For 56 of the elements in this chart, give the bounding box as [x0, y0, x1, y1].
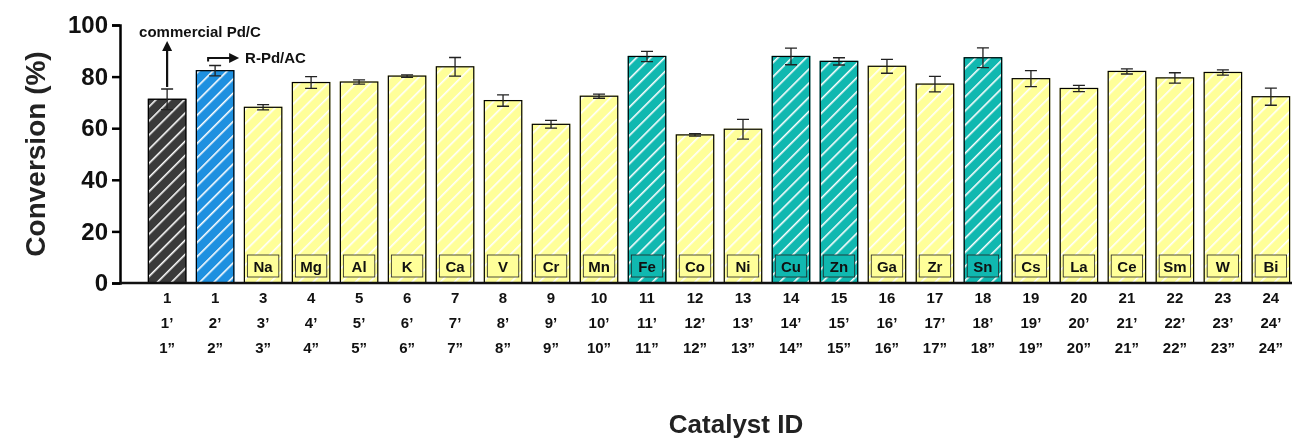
annotation: Al	[351, 258, 367, 275]
x-tick-label: 20 20’ 20”	[1066, 289, 1092, 356]
annotation: Zn	[829, 258, 849, 275]
x-tick-label: 6 6’ 6”	[399, 289, 415, 356]
x-tick-label: 16 16’ 16”	[874, 289, 900, 356]
annotation: La	[1070, 258, 1089, 275]
x-tick-label: 9 9’ 9”	[543, 289, 559, 356]
annotation: Mn	[588, 258, 610, 275]
annotation: Cu	[780, 258, 801, 275]
annotation: Sn	[973, 258, 993, 275]
x-tick-label: 14 14’ 14”	[778, 289, 804, 356]
x-tick-label: 10 10’ 10”	[586, 289, 612, 356]
x-tick-label: 21 21’ 21”	[1114, 289, 1140, 356]
x-tick-label: 22 22’ 22”	[1162, 289, 1187, 356]
x-tick-label: 24 24’ 24”	[1258, 289, 1283, 356]
x-tick-label: 11 11’ 11”	[635, 289, 659, 356]
annotation: V	[498, 258, 509, 275]
annotation: Na	[253, 258, 274, 275]
annotation: Ce	[1117, 258, 1137, 275]
x-tick-label: 23 23’ 23”	[1210, 289, 1235, 356]
x-tick-label: 1 2’ 2”	[207, 289, 224, 356]
x-tick-label: 7 7’ 7”	[447, 289, 463, 356]
y-tick-label: 100	[67, 11, 108, 39]
x-tick-label: 12 12’ 12”	[682, 289, 708, 356]
annotation: K	[401, 258, 413, 275]
x-tick-label: 1 1’ 1”	[159, 289, 176, 356]
x-tick-label: 19 19’ 19”	[1018, 289, 1044, 356]
annotation: W	[1215, 258, 1231, 275]
annotation: Cs	[1021, 258, 1041, 275]
x-axis-title: Catalyst ID	[668, 409, 804, 439]
annotation: Co	[685, 258, 706, 275]
annotation: commercial Pd/C	[139, 23, 261, 40]
annotation: Cr	[542, 258, 560, 275]
annotation: Zr	[927, 258, 943, 275]
y-tick-label: 20	[81, 217, 108, 245]
x-tick-label: 3 3’ 3”	[255, 289, 272, 356]
annotation: R-Pd/AC	[245, 49, 307, 66]
x-tick-label: 17 17’ 17”	[922, 289, 948, 356]
y-tick-label: 60	[81, 114, 108, 142]
y-tick-label: 80	[81, 62, 108, 90]
annotation: Fe	[638, 258, 656, 275]
x-tick-label: 5 5’ 5”	[351, 289, 367, 356]
annotation: Ni	[735, 258, 751, 275]
annotation: Bi	[1263, 258, 1279, 275]
annotation: Sm	[1163, 258, 1187, 275]
y-tick-label: 40	[81, 165, 108, 193]
y-tick-label: 0	[94, 269, 108, 297]
x-tick-label: 4 4’ 4”	[303, 289, 320, 356]
x-tick-label: 8 8’ 8”	[495, 289, 511, 356]
annotation: Ga	[876, 258, 898, 275]
annotation: Mg	[300, 258, 322, 275]
annotation: Ca	[445, 258, 466, 275]
x-tick-label: 13 13’ 13”	[730, 289, 756, 356]
x-tick-label: 18 18’ 18”	[970, 289, 996, 356]
x-tick-label: 15 15’ 15”	[826, 289, 852, 356]
y-axis-title: Conversion (%)	[20, 51, 51, 257]
